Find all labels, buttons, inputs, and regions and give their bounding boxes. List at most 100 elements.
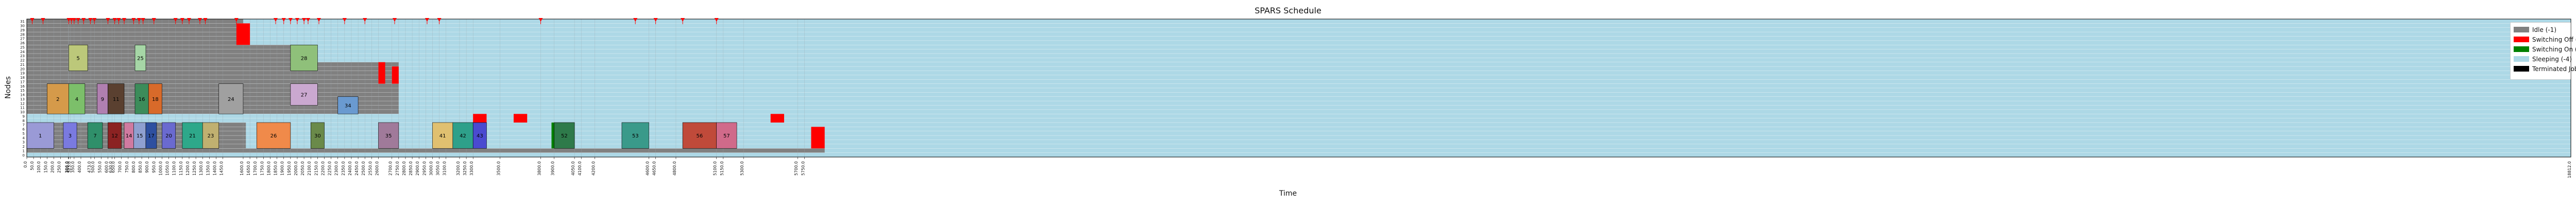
x-tick-label: 3200.0 (456, 161, 461, 176)
job-block (682, 122, 717, 149)
x-tick-label: 2400.0 (348, 161, 352, 176)
switch-event-marker (66, 18, 71, 22)
job-block (554, 122, 575, 149)
job-label: 24 (228, 97, 234, 102)
job-block (378, 122, 399, 149)
switch-event-marker (81, 18, 86, 22)
y-tick-label: 9 (23, 114, 25, 118)
switch-event-marker (653, 18, 658, 22)
job-block (145, 122, 157, 149)
x-tick-label: 2100.0 (307, 161, 312, 176)
y-tick-label: 4 (23, 136, 25, 140)
x-tick-label: 2250.0 (328, 161, 332, 176)
job-block (26, 122, 54, 149)
x-tick-label: 1400.0 (212, 161, 217, 176)
x-tick-label: 2050.0 (300, 161, 305, 176)
x-tick-label: 0.0 (23, 161, 28, 168)
x-tick-label: 1900.0 (280, 161, 285, 176)
idle-block (27, 83, 399, 114)
x-tick-label: 310.0 (65, 161, 70, 173)
job-block (134, 44, 146, 71)
switch-event-marker (203, 18, 208, 22)
job-block (472, 122, 487, 149)
x-tick-label: 1700.0 (253, 161, 258, 176)
x-tick-label: 1150.0 (179, 161, 183, 176)
y-tick-label: 10 (20, 110, 25, 114)
x-tick-label: 1800.0 (266, 161, 271, 176)
job-label: 1 (39, 133, 42, 139)
x-tick-label: 2750.0 (395, 161, 400, 176)
x-tick-label: 4800.0 (672, 161, 677, 176)
legend-label-switching-on: Switching On (-3) (2532, 45, 2576, 53)
legend-label-sleeping: Sleeping (-4) (2532, 55, 2572, 63)
x-tick-label: 4050.0 (571, 161, 575, 176)
x-tick-label: 50.0 (30, 161, 35, 170)
idle-block (27, 62, 399, 84)
chart-title: SPARS Schedule (1255, 6, 1321, 15)
switch-event-marker (714, 18, 719, 22)
y-tick-label: 25 (20, 45, 25, 49)
x-tick-label: 1100.0 (172, 161, 177, 176)
switching-off-block (473, 114, 487, 123)
switch-event-marker (122, 18, 126, 22)
job-block (202, 122, 219, 149)
y-tick-label: 18 (20, 76, 25, 80)
x-tick-label: 3250.0 (463, 161, 467, 176)
switching-off-block (770, 114, 784, 123)
x-tick-label: 700.0 (118, 161, 123, 173)
x-tick-label: 1000.0 (158, 161, 163, 176)
switch-event-marker (187, 18, 191, 22)
x-tick-label: 2600.0 (375, 161, 379, 176)
y-tick-label: 1 (23, 149, 25, 153)
y-tick-label: 23 (20, 54, 25, 58)
job-label: 2 (56, 97, 59, 102)
y-tick-label: 5 (23, 132, 25, 136)
y-tick-label: 24 (20, 50, 25, 54)
y-tick-label: 22 (20, 59, 25, 63)
switch-event-marker (173, 18, 178, 22)
switch-event-marker (363, 18, 367, 22)
x-tick-label: 950.0 (151, 161, 156, 173)
job-label: 53 (632, 133, 639, 139)
job-label: 41 (439, 133, 446, 139)
x-tick-label: 3300.0 (469, 161, 474, 176)
legend-swatch-switching-on (2514, 46, 2529, 52)
job-label: 42 (460, 133, 466, 139)
job-label: 52 (561, 133, 568, 139)
job-label: 15 (137, 133, 143, 139)
job-label: 21 (189, 133, 196, 139)
x-tick-label: 150.0 (43, 161, 48, 173)
x-tick-label: 2800.0 (402, 161, 406, 176)
legend-swatch-sleeping (2514, 56, 2529, 62)
switch-event-marker (234, 18, 239, 22)
y-tick-label: 3 (23, 141, 25, 145)
x-tick-label: 3500.0 (497, 161, 501, 176)
x-tick-label: 2150.0 (314, 161, 318, 176)
x-tick-label: 1600.0 (240, 161, 244, 176)
x-tick-label: 4600.0 (645, 161, 650, 176)
y-tick-label: 17 (20, 80, 25, 84)
x-tick-label: 650.0 (111, 161, 116, 173)
switching-off-block (378, 62, 385, 84)
y-tick-label: 31 (20, 20, 25, 24)
job-label: 43 (477, 133, 483, 139)
x-tick-label: 630.0 (108, 161, 113, 173)
y-tick-label: 7 (23, 123, 25, 127)
job-label: 18 (152, 97, 159, 102)
switch-event-marker (180, 18, 184, 22)
job-block (69, 83, 86, 114)
legend-item: Switching Off (-2) (2514, 34, 2576, 44)
x-tick-label: 5150.0 (720, 161, 724, 176)
x-tick-label: 323.0 (67, 161, 72, 173)
x-tick-label: 1450.0 (219, 161, 224, 176)
switch-event-marker (116, 18, 121, 22)
x-tick-label: 1250.0 (192, 161, 197, 176)
x-tick-label: 1050.0 (165, 161, 170, 176)
job-block (108, 83, 125, 114)
x-tick-label: 2200.0 (320, 161, 325, 176)
job-block (218, 83, 244, 114)
x-tick-label: 4200.0 (591, 161, 596, 176)
job-block (452, 122, 473, 149)
x-tick-label: 473.0 (87, 161, 92, 173)
job-label: 17 (148, 133, 155, 139)
